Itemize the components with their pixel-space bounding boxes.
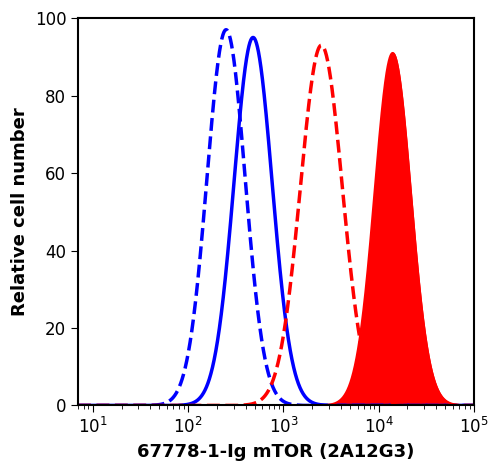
X-axis label: 67778-1-Ig mTOR (2A12G3): 67778-1-Ig mTOR (2A12G3) (138, 443, 415, 461)
Y-axis label: Relative cell number: Relative cell number (11, 108, 29, 316)
